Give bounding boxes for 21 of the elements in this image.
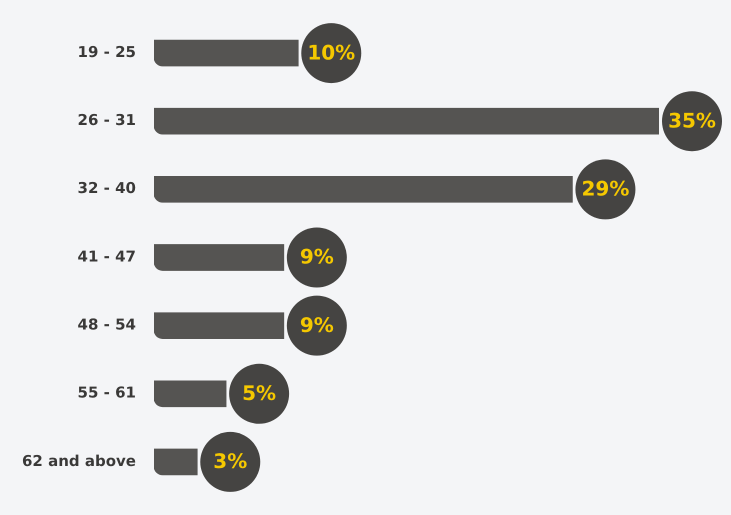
y-tick-label: 62 and above — [22, 452, 136, 470]
data-label: 3% — [213, 449, 248, 474]
data-label: 9% — [300, 244, 334, 269]
data-label: 5% — [242, 380, 276, 405]
y-tick-label: 32 - 40 — [78, 179, 136, 198]
bar — [154, 108, 659, 135]
bar — [154, 448, 198, 476]
y-tick-label: 55 - 61 — [78, 384, 136, 402]
bar — [154, 312, 284, 339]
y-tick-label: 19 - 25 — [78, 42, 136, 61]
y-tick-label: 41 - 47 — [78, 247, 136, 266]
bar — [154, 380, 226, 408]
data-label: 35% — [668, 108, 716, 132]
data-label: 10% — [307, 40, 356, 64]
bar — [154, 244, 284, 271]
y-tick-label: 48 - 54 — [78, 316, 136, 334]
bar — [154, 176, 573, 203]
y-tick-label: 26 - 31 — [78, 111, 136, 130]
data-label: 9% — [300, 312, 334, 337]
bar — [154, 40, 299, 66]
data-label: 29% — [581, 176, 630, 201]
